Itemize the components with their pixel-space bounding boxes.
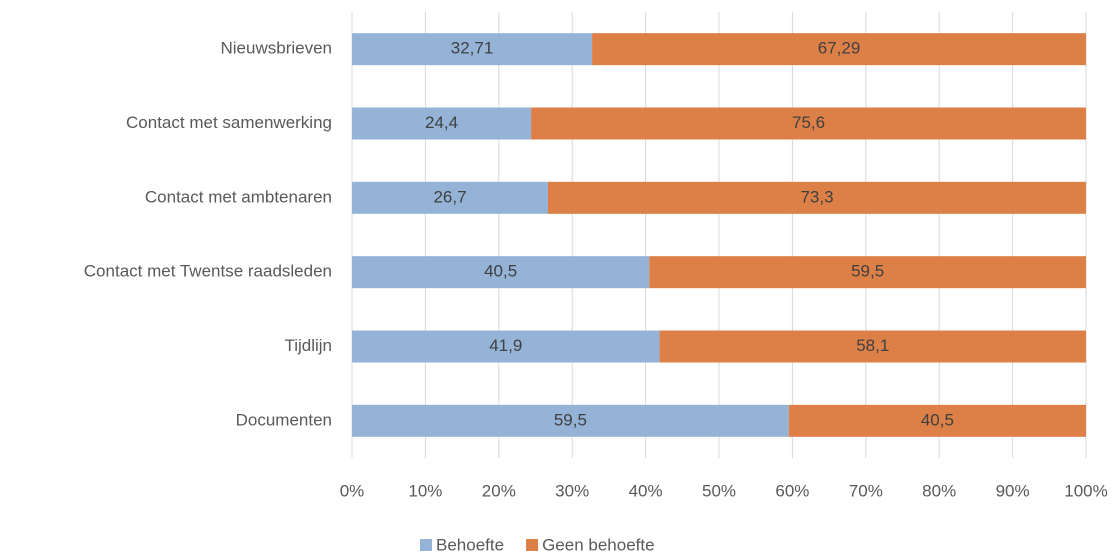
x-tick-label: 70% <box>849 481 883 500</box>
bar-segment <box>547 181 1086 214</box>
bar-segment <box>649 256 1086 289</box>
data-label: 41,9 <box>489 336 522 355</box>
x-tick-label: 0% <box>340 481 365 500</box>
legend-swatch <box>526 539 539 551</box>
bar-segment <box>531 107 1086 140</box>
bar-segment <box>659 330 1086 363</box>
y-tick-label: Documenten <box>236 410 332 429</box>
x-tick-label: 20% <box>482 481 516 500</box>
bar-segment <box>352 181 548 214</box>
y-tick-label: Contact met ambtenaren <box>145 187 332 206</box>
y-tick-label: Tijdlijn <box>284 336 332 355</box>
x-tick-label: 60% <box>775 481 809 500</box>
data-label: 75,6 <box>792 113 825 132</box>
y-tick-label: Contact met Twentse raadsleden <box>84 262 332 281</box>
x-tick-label: 100% <box>1064 481 1107 500</box>
data-label: 24,4 <box>425 113 458 132</box>
x-tick-label: 40% <box>629 481 663 500</box>
legend-swatch <box>420 539 432 551</box>
data-label: 40,5 <box>484 262 517 281</box>
bar-segment <box>352 330 660 363</box>
data-label: 40,5 <box>921 410 954 429</box>
x-tick-label: 30% <box>555 481 589 500</box>
bar-segment <box>788 404 1086 437</box>
bar-segment <box>352 107 532 140</box>
data-label: 58,1 <box>856 336 889 355</box>
y-tick-label: Contact met samenwerking <box>126 113 332 132</box>
x-tick-label: 10% <box>408 481 442 500</box>
data-label: 26,7 <box>433 187 466 206</box>
data-label: 59,5 <box>851 262 884 281</box>
bar-segment <box>352 256 650 289</box>
bar-segment <box>352 33 593 66</box>
x-tick-label: 90% <box>996 481 1030 500</box>
data-label: 59,5 <box>554 410 587 429</box>
bar-segment <box>592 33 1086 66</box>
bar-segment <box>352 404 789 437</box>
data-label: 67,29 <box>818 39 861 58</box>
legend-label: Geen behoefte <box>542 535 654 554</box>
x-tick-label: 80% <box>922 481 956 500</box>
data-label: 32,71 <box>451 39 494 58</box>
x-tick-label: 50% <box>702 481 736 500</box>
data-label: 73,3 <box>800 187 833 206</box>
y-tick-label: Nieuwsbrieven <box>221 39 333 58</box>
legend-label: Behoefte <box>436 535 504 554</box>
